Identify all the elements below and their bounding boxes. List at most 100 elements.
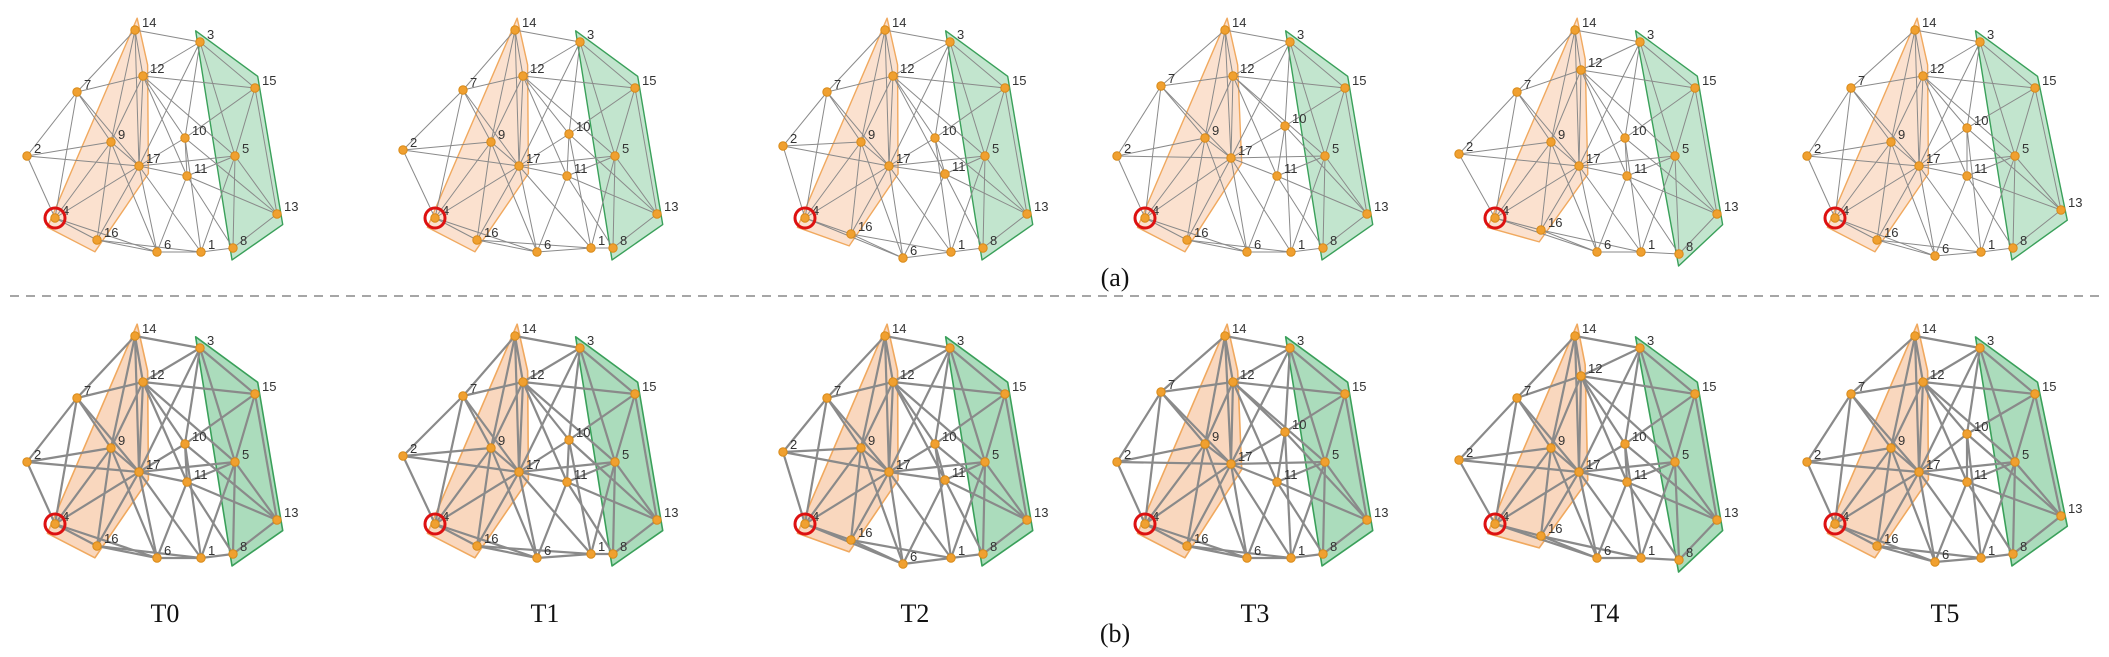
node-label-8: 8 <box>240 539 247 554</box>
edge <box>1934 251 1982 257</box>
edge <box>184 41 201 139</box>
edge <box>1918 165 1982 253</box>
edge <box>54 217 158 253</box>
edge <box>1580 41 1641 71</box>
edge <box>884 29 890 167</box>
edge <box>76 75 144 93</box>
edge <box>1550 141 1598 253</box>
edge <box>948 347 987 463</box>
edge <box>782 450 890 474</box>
node-label-7: 7 <box>1858 73 1865 88</box>
node-12 <box>1228 377 1238 387</box>
node-15 <box>1690 389 1700 399</box>
edge <box>949 347 1006 395</box>
node-12 <box>888 377 898 387</box>
node-6 <box>1242 553 1252 563</box>
edge <box>1232 75 1346 89</box>
edge <box>1678 519 1718 561</box>
node-label-14: 14 <box>1232 321 1246 336</box>
node-9 <box>1546 137 1556 147</box>
edge <box>54 471 140 525</box>
edge <box>184 393 256 445</box>
edge <box>892 41 951 77</box>
node-11 <box>1622 171 1632 181</box>
edge <box>155 481 189 559</box>
node-6 <box>898 559 908 569</box>
edge <box>860 381 894 449</box>
node-label-1: 1 <box>208 543 215 558</box>
node-15 <box>1340 83 1350 93</box>
node-15 <box>250 389 260 399</box>
node-8 <box>1318 549 1328 559</box>
highlight-ring <box>1483 512 1507 536</box>
node-label-10: 10 <box>1974 113 1988 128</box>
edge <box>200 552 234 560</box>
edge <box>1458 446 1552 462</box>
edge <box>96 239 158 253</box>
edge <box>568 439 658 521</box>
edge <box>1965 433 1983 559</box>
node-label-6: 6 <box>164 543 171 558</box>
node-11 <box>182 171 192 181</box>
edge <box>1921 381 1969 483</box>
edge <box>186 175 278 215</box>
edge <box>2033 393 2063 517</box>
node-label-4: 4 <box>442 203 449 218</box>
edge <box>1516 335 1576 399</box>
edge <box>1549 335 1577 449</box>
edge <box>1516 397 1580 473</box>
edge <box>850 471 890 541</box>
node-10 <box>930 439 940 449</box>
node-label-2: 2 <box>34 141 41 156</box>
edge <box>1966 175 2014 249</box>
node-2 <box>1802 151 1812 161</box>
edge <box>476 544 592 556</box>
edge <box>934 393 1006 445</box>
edge <box>1850 380 1924 396</box>
node-label-14: 14 <box>522 321 536 336</box>
edge <box>1549 375 1583 449</box>
node-label-1: 1 <box>598 539 605 554</box>
edge <box>518 165 568 177</box>
edge <box>1516 69 1582 93</box>
edge <box>826 75 894 93</box>
edge <box>110 29 136 143</box>
edge <box>568 133 658 215</box>
highlight-ring <box>423 206 447 230</box>
node-5 <box>1670 457 1680 467</box>
edge <box>1230 155 1326 159</box>
node-label-15: 15 <box>1352 73 1366 88</box>
node-label-7: 7 <box>1524 383 1531 398</box>
group-orange-hull <box>796 17 899 247</box>
node-4 <box>430 519 440 529</box>
edge <box>186 175 234 249</box>
edge <box>95 447 113 547</box>
node-label-4: 4 <box>1502 203 1509 218</box>
edge <box>1639 461 1677 559</box>
node-11 <box>182 477 192 487</box>
group-green-hull <box>1974 336 2069 567</box>
node-label-6: 6 <box>910 243 917 258</box>
node-4 <box>1490 519 1500 529</box>
edge <box>2014 155 2062 211</box>
edge <box>1494 447 1552 525</box>
node-label-13: 13 <box>1724 199 1738 214</box>
edge <box>579 347 636 395</box>
node-label-14: 14 <box>522 15 536 30</box>
edge <box>402 149 436 219</box>
edge <box>1203 443 1249 559</box>
edge <box>490 29 516 143</box>
edge <box>566 481 614 555</box>
edge <box>1229 463 1249 559</box>
node-12 <box>1918 71 1928 81</box>
edge <box>782 91 828 147</box>
node-12 <box>1576 65 1586 75</box>
edge <box>1922 347 1981 383</box>
edge <box>934 137 1028 215</box>
node-11 <box>1622 477 1632 487</box>
edge <box>950 247 984 253</box>
node-12 <box>1576 371 1586 381</box>
node-label-15: 15 <box>262 73 276 88</box>
edge <box>1834 217 1878 241</box>
edge <box>887 381 895 473</box>
